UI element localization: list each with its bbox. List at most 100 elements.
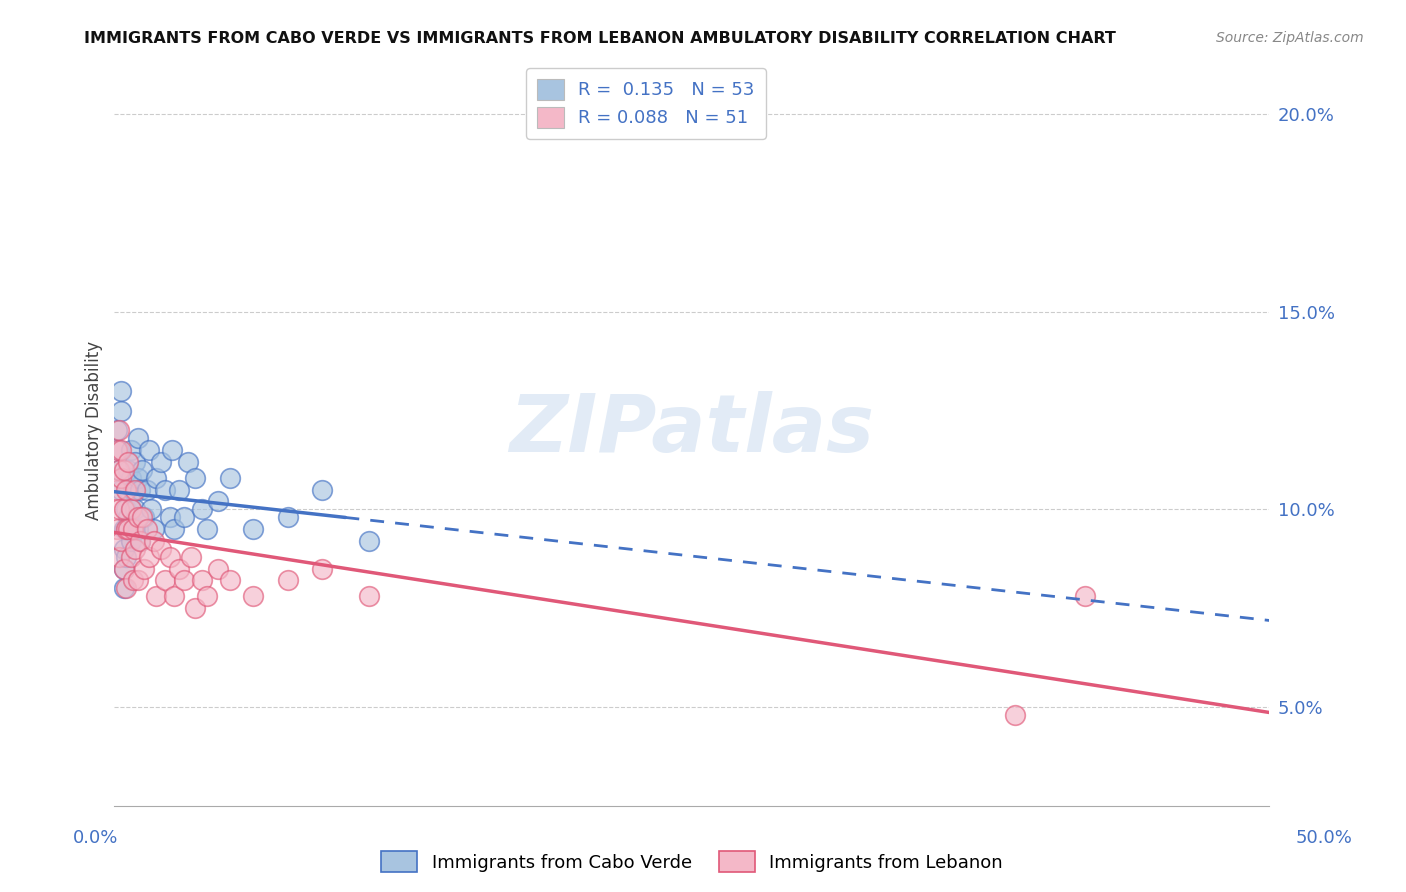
Point	[1004, 707, 1026, 722]
Point	[115, 483, 138, 497]
Point	[124, 455, 146, 469]
Point	[117, 522, 139, 536]
Point	[115, 582, 138, 596]
Point	[163, 522, 186, 536]
Point	[242, 589, 264, 603]
Point	[149, 541, 172, 556]
Point	[127, 510, 149, 524]
Point	[142, 533, 165, 548]
Point	[277, 574, 299, 588]
Point	[124, 502, 146, 516]
Text: 50.0%: 50.0%	[1296, 829, 1353, 847]
Point	[242, 522, 264, 536]
Point	[311, 483, 333, 497]
Point	[112, 541, 135, 556]
Point	[122, 483, 145, 497]
Point	[115, 549, 138, 564]
Legend: R =  0.135   N = 53, R = 0.088   N = 51: R = 0.135 N = 53, R = 0.088 N = 51	[526, 68, 765, 138]
Point	[124, 541, 146, 556]
Point	[127, 471, 149, 485]
Point	[115, 502, 138, 516]
Point	[127, 574, 149, 588]
Point	[159, 549, 181, 564]
Point	[311, 561, 333, 575]
Point	[277, 510, 299, 524]
Point	[117, 510, 139, 524]
Point	[120, 533, 142, 548]
Point	[219, 574, 242, 588]
Point	[155, 574, 177, 588]
Point	[128, 483, 150, 497]
Point	[138, 549, 160, 564]
Point	[173, 510, 195, 524]
Point	[173, 574, 195, 588]
Text: IMMIGRANTS FROM CABO VERDE VS IMMIGRANTS FROM LEBANON AMBULATORY DISABILITY CORR: IMMIGRANTS FROM CABO VERDE VS IMMIGRANTS…	[84, 31, 1116, 46]
Point	[110, 403, 132, 417]
Point	[135, 483, 157, 497]
Point	[110, 384, 132, 398]
Point	[142, 522, 165, 536]
Point	[124, 483, 146, 497]
Point	[127, 522, 149, 536]
Point	[191, 574, 214, 588]
Point	[184, 471, 207, 485]
Point	[145, 589, 167, 603]
Point	[117, 463, 139, 477]
Point	[160, 443, 183, 458]
Point	[177, 455, 200, 469]
Point	[110, 533, 132, 548]
Point	[108, 463, 131, 477]
Point	[105, 424, 128, 438]
Point	[135, 522, 157, 536]
Point	[128, 533, 150, 548]
Point	[180, 549, 202, 564]
Point	[108, 502, 131, 516]
Point	[112, 522, 135, 536]
Point	[108, 424, 131, 438]
Point	[112, 463, 135, 477]
Point	[112, 502, 135, 516]
Point	[122, 522, 145, 536]
Point	[122, 522, 145, 536]
Point	[108, 443, 131, 458]
Point	[141, 502, 163, 516]
Point	[149, 455, 172, 469]
Point	[159, 510, 181, 524]
Point	[120, 443, 142, 458]
Point	[110, 483, 132, 497]
Point	[357, 533, 380, 548]
Point	[120, 549, 142, 564]
Point	[112, 561, 135, 575]
Point	[134, 510, 156, 524]
Point	[108, 549, 131, 564]
Point	[127, 431, 149, 445]
Point	[145, 471, 167, 485]
Point	[195, 589, 218, 603]
Point	[122, 574, 145, 588]
Text: ZIPatlas: ZIPatlas	[509, 392, 875, 469]
Point	[105, 483, 128, 497]
Point	[134, 561, 156, 575]
Point	[117, 455, 139, 469]
Point	[112, 582, 135, 596]
Text: Source: ZipAtlas.com: Source: ZipAtlas.com	[1216, 31, 1364, 45]
Point	[108, 463, 131, 477]
Point	[131, 463, 153, 477]
Point	[115, 522, 138, 536]
Point	[105, 522, 128, 536]
Y-axis label: Ambulatory Disability: Ambulatory Disability	[86, 341, 103, 520]
Point	[1073, 589, 1095, 603]
Point	[155, 483, 177, 497]
Point	[110, 443, 132, 458]
Point	[163, 589, 186, 603]
Point	[191, 502, 214, 516]
Point	[120, 502, 142, 516]
Point	[167, 561, 190, 575]
Point	[117, 483, 139, 497]
Point	[115, 522, 138, 536]
Point	[357, 589, 380, 603]
Text: 0.0%: 0.0%	[73, 829, 118, 847]
Point	[219, 471, 242, 485]
Point	[120, 502, 142, 516]
Point	[110, 471, 132, 485]
